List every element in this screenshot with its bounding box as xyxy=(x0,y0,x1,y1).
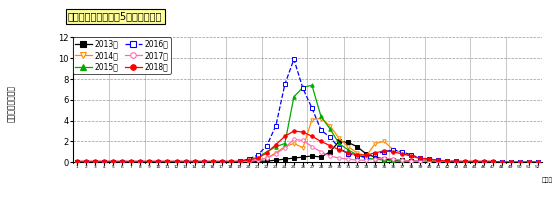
Text: （週）: （週） xyxy=(542,177,553,183)
Legend: 2013年, 2014年, 2015年, 2016年, 2017年, 2018年: 2013年, 2014年, 2015年, 2016年, 2017年, 2018年 xyxy=(73,37,171,74)
Text: 週別発生動向（過去5年との比較）: 週別発生動向（過去5年との比較） xyxy=(68,11,162,21)
Text: 定点当たり報告数: 定点当たり報告数 xyxy=(7,85,16,123)
